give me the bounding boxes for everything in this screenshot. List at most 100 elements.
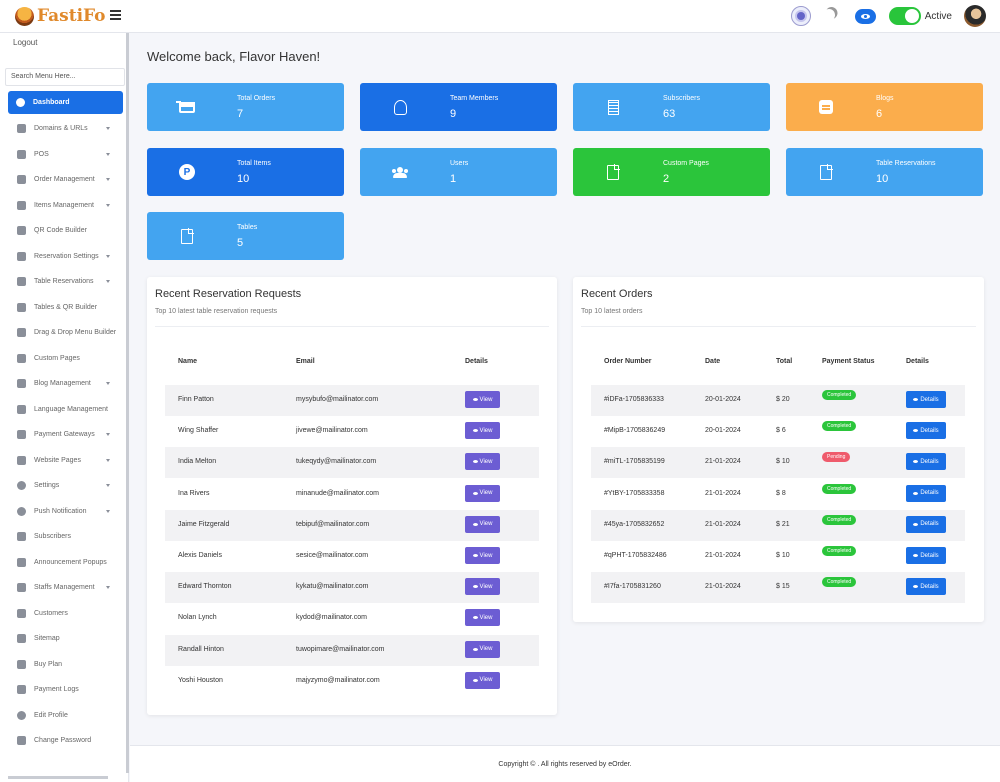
stat-card-total-items[interactable]: P Total Items 10 [147,148,344,196]
log-list-icon [17,685,26,695]
stat-card-custom-pages[interactable]: Custom Pages 2 [573,148,770,196]
sidebar-item-items-management[interactable]: Items Management [0,193,129,219]
stat-card-users[interactable]: Users 1 [360,148,557,196]
sidebar-horizontal-scrollbar[interactable] [8,776,108,779]
megaphone-icon [17,557,26,567]
stat-card-table-reservations[interactable]: Table Reservations 10 [786,148,983,196]
sidebar-item-settings[interactable]: Settings [0,473,129,499]
sidebar-item-qr-code-builder[interactable]: QR Code Builder [0,218,129,244]
details-button[interactable]: Details [906,547,946,564]
stat-label: Team Members [450,95,499,102]
table-row: #YtBY-1705833358 21-01-2024 $ 8 Completed De… [591,479,965,510]
button-label: Details [920,396,939,403]
eye-icon [913,429,919,433]
sidebar-item-label: Subscribers [34,533,71,541]
sidebar-item-blog-management[interactable]: Blog Management [0,371,129,397]
sidebar-item-change-password[interactable]: Change Password [0,728,129,754]
eye-icon [472,429,478,433]
stat-value: 6 [876,108,883,120]
eye-icon [472,522,478,526]
sidebar-item-label: Payment Gateways [34,431,95,439]
table-row: #MipB-1705836249 20-01-2024 $ 6 Completed De… [591,416,965,447]
sidebar-item-label: POS [34,150,49,158]
sidebar-scrollbar[interactable] [126,33,129,773]
sidebar-item-language-management[interactable]: Language Management [0,397,129,423]
subscribers-icon [17,532,26,542]
details-button[interactable]: Details [906,484,946,502]
dark-mode-moon-icon[interactable] [821,7,836,22]
table-row: Jaime Fitzgerald tebipuf@mailinator.com Vi… [165,509,539,541]
view-button[interactable]: View [465,578,500,596]
sidebar-item-custom-pages[interactable]: Custom Pages [0,346,129,372]
stat-card-tables[interactable]: Tables 5 [147,212,344,260]
theme-color-button[interactable] [790,6,811,26]
view-button[interactable]: View [465,515,500,533]
sidebar-item-pos[interactable]: POS [0,142,129,168]
sidebar-item-reservation-settings[interactable]: Reservation Settings [0,244,129,270]
details-button[interactable]: Details [906,422,946,440]
table-row: Yoshi Houston majyzymo@mailinator.com View [165,666,539,697]
sidebar-item-drag-drop-menu-builder[interactable]: Drag & Drop Menu Builder [0,320,129,346]
sidebar-item-customers[interactable]: Customers [0,601,129,627]
view-button[interactable]: View [465,484,500,502]
sidebar-item-website-pages[interactable]: Website Pages [0,448,129,474]
stat-card-subscribers[interactable]: Subscribers 63 [573,83,770,131]
sidebar-item-tables-qr-builder[interactable]: Tables & QR Builder [0,295,129,321]
button-label: View [479,646,493,653]
sidebar-item-push-notification[interactable]: Push Notification [0,499,129,525]
view-button[interactable]: View [465,640,500,658]
button-label: View [479,552,493,559]
sidebar-item-label: Customers [34,609,68,617]
sidebar-item-payment-logs[interactable]: Payment Logs [0,677,129,703]
sidebar-item-order-management[interactable]: Order Management [0,167,129,193]
view-site-button[interactable] [854,8,876,24]
sidebar-item-sitemap[interactable]: Sitemap [0,626,129,652]
status-toggle[interactable] [888,7,921,25]
menu-search-input[interactable]: Search Menu Here... [5,68,125,86]
logout-link[interactable]: Logout [13,38,38,47]
sidebar-item-subscribers[interactable]: Subscribers [0,524,129,550]
button-label: Details [920,427,939,434]
button-label: Details [920,521,939,528]
reservation-name: Finn Patton [178,396,214,403]
reservation-name: Nolan Lynch [178,614,217,622]
card-title: Recent Orders [581,288,653,300]
details-button[interactable]: Details [906,578,946,596]
view-button[interactable]: View [465,609,500,627]
stat-card-total-orders[interactable]: Total Orders 7 [147,83,344,131]
box-icon [17,175,26,185]
blog-icon [17,379,26,389]
utensils-icon [17,277,26,287]
menu-toggle-icon[interactable] [110,10,121,22]
sidebar-item-dashboard[interactable]: Dashboard [8,91,123,114]
sidebar-item-payment-gateways[interactable]: Payment Gateways [0,422,129,448]
sidebar-item-staffs-management[interactable]: Staffs Management [0,575,129,601]
sidebar-item-domains-urls[interactable]: Domains & URLs [0,116,129,142]
sidebar-item-table-reservations[interactable]: Table Reservations [0,269,129,295]
view-button[interactable]: View [465,453,500,471]
view-button[interactable]: View [465,547,500,564]
view-button[interactable]: View [465,671,500,689]
brand-logo[interactable]: FastiFo [15,6,106,26]
eye-icon [472,491,478,495]
sidebar-item-announcement-popups[interactable]: Announcement Popups [0,550,129,576]
sidebar-item-buy-plan[interactable]: Buy Plan [0,652,129,678]
table-row: India Melton tukeqydy@mailinator.com View [165,447,539,479]
stat-card-blogs[interactable]: Blogs 6 [786,83,983,131]
view-button[interactable]: View [465,422,500,440]
chevron-down-icon [106,280,110,283]
user-avatar[interactable] [964,5,986,27]
details-button[interactable]: Details [906,453,946,471]
sidebar-item-edit-profile[interactable]: Edit Profile [0,703,129,729]
reservation-email: tuwopimare@mailinator.com [296,645,385,653]
view-button[interactable]: View [465,391,500,408]
top-right-controls: Active [790,5,986,27]
eye-icon [472,678,478,682]
sidebar-item-label: Buy Plan [34,660,63,668]
eye-icon [913,460,919,464]
details-button[interactable]: Details [906,515,946,533]
sidebar-item-label: Push Notification [34,507,87,515]
stat-card-team-members[interactable]: Team Members 9 [360,83,557,131]
details-button[interactable]: Details [906,391,946,408]
card-subtitle: Top 10 latest table reservation requests [155,308,278,315]
